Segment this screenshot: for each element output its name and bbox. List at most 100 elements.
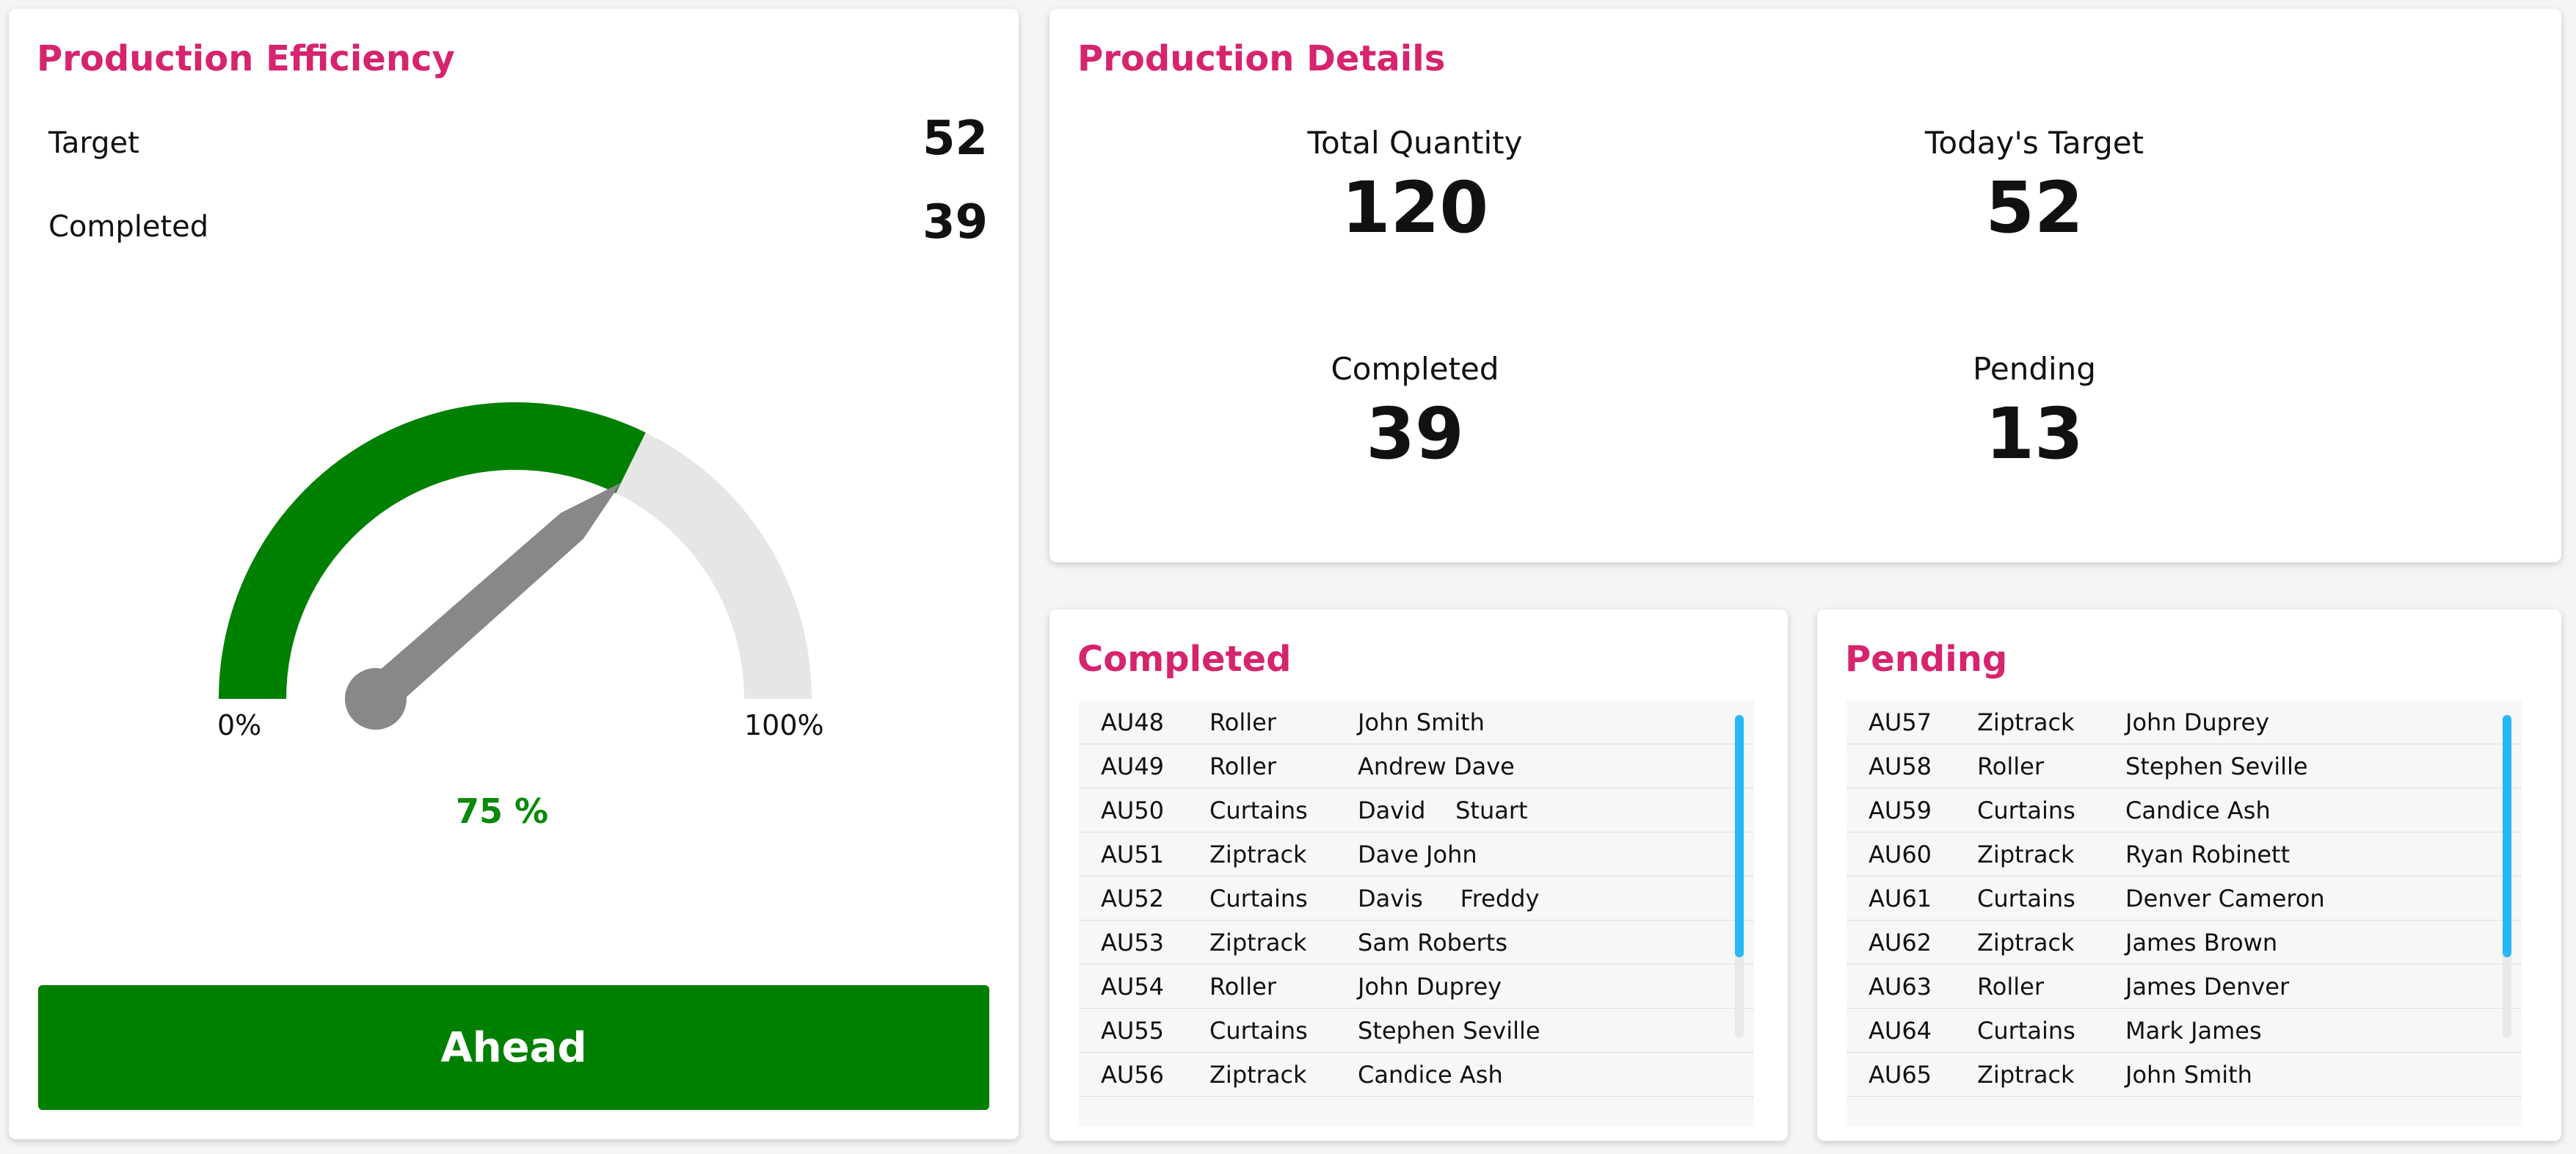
completed-stat: Completed 39: [1158, 351, 1672, 475]
item-id: AU58: [1869, 752, 1932, 780]
item-id: AU60: [1869, 840, 1932, 868]
item-type: Ziptrack: [1977, 708, 2075, 736]
pending-scrollbar-thumb[interactable]: [2503, 715, 2511, 957]
item-id: AU48: [1101, 708, 1165, 736]
item-name: James Denver: [2125, 972, 2290, 1001]
item-id: AU62: [1869, 928, 1932, 957]
completed-label: Completed: [48, 210, 209, 244]
item-id: AU55: [1101, 1016, 1165, 1045]
list-item[interactable]: AU63 Roller James Denver: [1847, 965, 2522, 1009]
completed-scrollbar-thumb[interactable]: [1735, 715, 1744, 957]
item-id: AU50: [1101, 796, 1165, 824]
status-ahead-button[interactable]: Ahead: [38, 985, 989, 1110]
item-name: Mark James: [2125, 1016, 2262, 1045]
item-type: Curtains: [1977, 884, 2075, 912]
list-item[interactable]: AU65 Ziptrack John Smith: [1847, 1053, 2522, 1097]
pending-stat-label: Pending: [1973, 351, 2096, 387]
gauge-hub: [345, 668, 407, 730]
pending-stat-value: 13: [1985, 393, 2084, 475]
gauge-max-label: 100%: [744, 709, 824, 741]
gauge-min-label: 0%: [217, 709, 262, 741]
list-item[interactable]: AU56 Ziptrack Candice Ash: [1079, 1053, 1754, 1097]
item-id: AU63: [1869, 972, 1932, 1001]
production-efficiency-card: Production Efficiency Target 52 Complete…: [9, 9, 1019, 1139]
list-item[interactable]: AU58 Roller Stephen Seville: [1847, 744, 2522, 788]
gauge-needle: [363, 482, 622, 714]
item-type: Roller: [1209, 708, 1276, 736]
item-name: James Brown: [2125, 928, 2278, 957]
target-label: Target: [48, 126, 139, 160]
completed-stat-label: Completed: [1331, 351, 1499, 387]
todays-target-label: Today's Target: [1924, 125, 2144, 161]
item-type: Curtains: [1209, 796, 1308, 824]
item-name: Candice Ash: [2125, 796, 2271, 824]
list-item[interactable]: AU49 Roller Andrew Dave: [1079, 744, 1754, 788]
completed-title: Completed: [1077, 639, 1292, 680]
item-id: AU59: [1869, 796, 1932, 824]
list-item[interactable]: AU61 Curtains Denver Cameron: [1847, 877, 2522, 921]
gauge-fill: [219, 402, 646, 700]
list-item[interactable]: AU51 Ziptrack Dave John: [1079, 832, 1754, 877]
list-item[interactable]: AU59 Curtains Candice Ash: [1847, 788, 2522, 832]
item-type: Ziptrack: [1977, 840, 2075, 868]
item-type: Roller: [1209, 972, 1276, 1001]
item-id: AU64: [1869, 1016, 1932, 1045]
list-item[interactable]: AU57 Ziptrack John Duprey: [1847, 700, 2522, 744]
item-name: Candice Ash: [1358, 1060, 1503, 1089]
total-quantity-label: Total Quantity: [1307, 125, 1523, 161]
item-name: Stephen Seville: [1358, 1016, 1540, 1045]
pending-list[interactable]: AU57 Ziptrack John Duprey AU58 Roller Stephe…: [1847, 700, 2522, 1126]
item-name: John Duprey: [1358, 972, 1502, 1001]
item-type: Curtains: [1977, 1016, 2075, 1045]
efficiency-title: Production Efficiency: [37, 38, 455, 79]
item-name: Stephen Seville: [2125, 752, 2308, 780]
efficiency-percent: 75 %: [455, 791, 549, 831]
item-name: Dave John: [1358, 840, 1477, 868]
item-type: Curtains: [1209, 884, 1308, 912]
item-type: Roller: [1977, 972, 2044, 1001]
completed-list[interactable]: AU48 Roller John Smith AU49 Roller Andrew Da…: [1079, 700, 1754, 1126]
item-type: Ziptrack: [1209, 1060, 1307, 1089]
item-name: John Smith: [1358, 708, 1485, 736]
item-id: AU52: [1101, 884, 1165, 912]
item-name: Davis Freddy: [1358, 884, 1540, 912]
list-item[interactable]: AU62 Ziptrack James Brown: [1847, 921, 2522, 965]
completed-stat-value: 39: [1366, 393, 1464, 475]
item-name: Andrew Dave: [1358, 752, 1515, 780]
item-name: David Stuart: [1358, 796, 1528, 824]
list-item[interactable]: AU55 Curtains Stephen Seville: [1079, 1009, 1754, 1053]
list-item[interactable]: AU53 Ziptrack Sam Roberts: [1079, 921, 1754, 965]
item-type: Roller: [1977, 752, 2044, 780]
item-type: Roller: [1209, 752, 1276, 780]
item-name: John Smith: [2125, 1060, 2252, 1089]
target-value: 52: [922, 112, 988, 166]
item-name: Sam Roberts: [1358, 928, 1508, 957]
item-id: AU51: [1101, 840, 1165, 868]
list-item[interactable]: AU54 Roller John Duprey: [1079, 965, 1754, 1009]
pending-list-card: Pending AU57 Ziptrack John Duprey AU58 Roll…: [1817, 609, 2561, 1141]
list-item[interactable]: AU48 Roller John Smith: [1079, 700, 1754, 744]
item-id: AU49: [1101, 752, 1165, 780]
pending-title: Pending: [1845, 639, 2008, 680]
list-item[interactable]: AU60 Ziptrack Ryan Robinett: [1847, 832, 2522, 877]
item-type: Ziptrack: [1209, 840, 1307, 868]
list-item[interactable]: AU50 Curtains David Stuart: [1079, 788, 1754, 832]
item-id: AU53: [1101, 928, 1165, 957]
production-details-card: Production Details Total Quantity 120 To…: [1049, 9, 2561, 562]
item-name: Ryan Robinett: [2125, 840, 2291, 868]
item-name: John Duprey: [2125, 708, 2270, 736]
list-item[interactable]: AU64 Curtains Mark James: [1847, 1009, 2522, 1053]
item-type: Curtains: [1977, 796, 2075, 824]
efficiency-gauge: [219, 402, 812, 730]
item-name: Denver Cameron: [2125, 884, 2325, 912]
details-title: Production Details: [1077, 38, 1446, 79]
todays-target-stat: Today's Target 52: [1778, 125, 2291, 249]
completed-list-card: Completed AU48 Roller John Smith AU49 Rolle…: [1049, 609, 1788, 1141]
list-item[interactable]: AU52 Curtains Davis Freddy: [1079, 877, 1754, 921]
pending-scrollbar[interactable]: [2503, 715, 2511, 1038]
item-id: AU54: [1101, 972, 1165, 1001]
completed-scrollbar[interactable]: [1735, 715, 1744, 1038]
item-id: AU56: [1101, 1060, 1165, 1089]
pending-stat: Pending 13: [1778, 351, 2291, 475]
item-id: AU57: [1869, 708, 1932, 736]
